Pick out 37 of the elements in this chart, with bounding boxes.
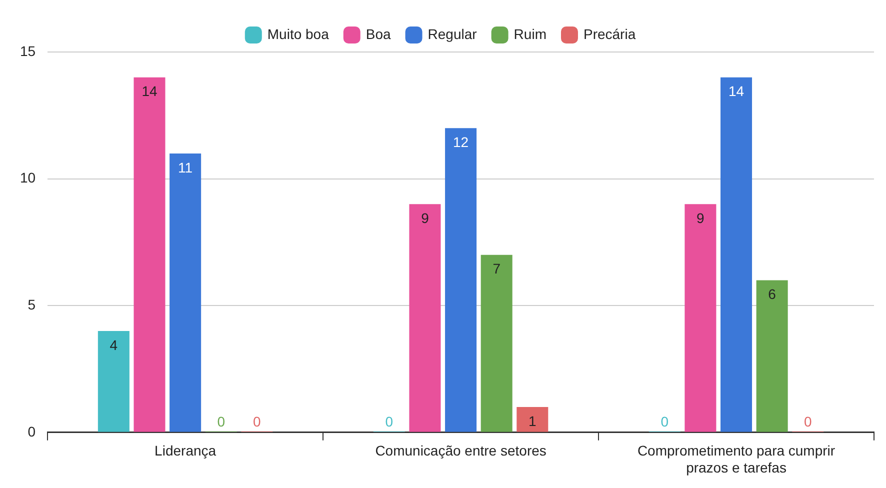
data-label: 12 [452, 134, 469, 150]
bar [516, 407, 548, 432]
x-tick-label: Comprometimento para cumprir prazos e tarefas [637, 442, 836, 476]
data-label: 14 [728, 83, 744, 100]
y-tick-label: 15 [20, 42, 36, 59]
data-label: 6 [768, 286, 776, 302]
bar [98, 330, 130, 432]
legend-label: Muito boa [267, 26, 330, 42]
data-label: 9 [421, 210, 430, 226]
legend-label: Precária [583, 26, 636, 42]
bar [409, 204, 441, 432]
bar [720, 77, 752, 432]
y-tick-label: 5 [28, 296, 36, 312]
data-label: 0 [385, 413, 394, 430]
x-tick-label: Liderança [154, 442, 216, 459]
data-label: 14 [142, 83, 158, 100]
legend-label: Regular [428, 26, 478, 42]
data-label: 4 [110, 336, 118, 353]
bar [134, 77, 166, 432]
x-tick-label: Comunicação entre setores [375, 442, 546, 459]
y-tick-label: 0 [28, 423, 36, 440]
legend-label: Ruim [514, 26, 546, 42]
data-label: 11 [178, 159, 193, 176]
bar [756, 280, 788, 432]
data-label: 1 [528, 412, 537, 429]
data-label: 0 [253, 413, 262, 430]
data-label: 7 [492, 260, 501, 277]
data-label: 0 [217, 413, 226, 430]
data-label: 0 [804, 413, 812, 430]
bar [684, 204, 716, 432]
legend-label: Boa [366, 26, 391, 42]
data-label: 9 [696, 210, 705, 226]
y-tick-label: 10 [20, 170, 36, 186]
bar [170, 153, 202, 432]
data-label: 0 [660, 413, 669, 430]
bar [445, 128, 477, 432]
bar [480, 254, 512, 432]
